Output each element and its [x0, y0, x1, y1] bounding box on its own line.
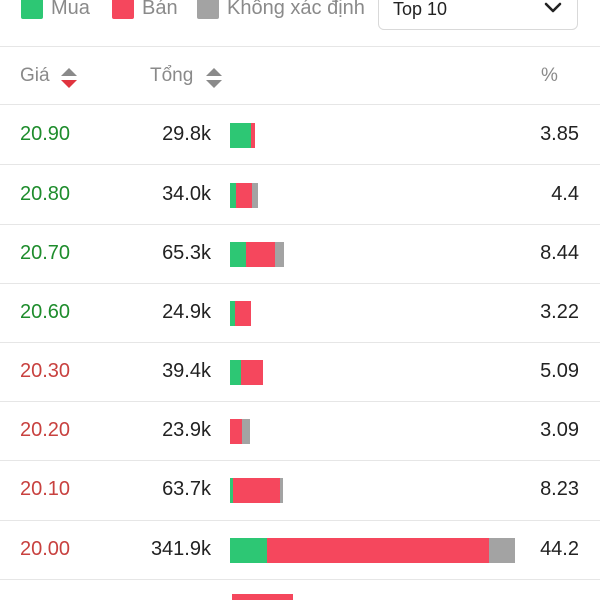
divider: [0, 579, 600, 580]
table-header: Giá Tổng %: [0, 47, 600, 104]
row-total: 29.8k: [162, 123, 211, 145]
top-filter-dropdown[interactable]: Top 10: [378, 0, 578, 30]
legend-sell-swatch: [112, 0, 134, 19]
legend-sell-label: Bán: [142, 0, 178, 19]
sort-icon: [61, 68, 77, 88]
sort-icon: [206, 68, 222, 88]
row-total: 65.3k: [162, 242, 211, 264]
row-price: 20.80: [20, 183, 71, 205]
bar-segment-unknown: [489, 538, 516, 563]
row-percent: 4.4: [551, 183, 579, 205]
row-price: 20.90: [20, 123, 71, 145]
row-percent: 8.44: [540, 242, 579, 264]
row-price: 20.00: [20, 538, 71, 560]
bar-segment-sell: [233, 478, 280, 503]
volume-bar: [230, 301, 251, 326]
row-percent: 3.22: [540, 301, 579, 323]
divider: [0, 460, 600, 461]
divider: [0, 46, 600, 47]
legend-buy: Mua: [21, 0, 90, 22]
legend-unknown-swatch: [197, 0, 219, 19]
table-row[interactable]: 20.20 23.9k 3.09: [0, 401, 600, 460]
row-total: 341.9k: [150, 538, 211, 560]
table-row[interactable]: 20.60 24.9k 3.22: [0, 283, 600, 342]
volume-bar: [230, 360, 263, 385]
bar-segment-buy: [230, 538, 268, 563]
bar-segment-unknown: [279, 478, 284, 503]
bar-segment-buy: [230, 242, 247, 267]
row-percent: 3.09: [540, 419, 579, 441]
legend-unknown: Không xác định: [197, 0, 365, 22]
bar-segment-sell: [240, 360, 263, 385]
bar-segment-buy: [230, 478, 234, 503]
row-percent: 44.2: [540, 538, 579, 560]
bar-segment-sell: [230, 419, 242, 444]
legend-bar: Mua Bán Không xác định Top 10: [0, 0, 600, 46]
bar-segment-unknown: [241, 419, 250, 444]
bar-segment-buy: [230, 360, 241, 385]
row-total: 24.9k: [162, 301, 211, 323]
divider: [0, 224, 600, 225]
divider: [0, 401, 600, 402]
volume-bar: [230, 123, 255, 148]
row-percent: 8.23: [540, 478, 579, 500]
bar-segment-sell: [251, 123, 255, 148]
bar-segment-sell: [267, 538, 490, 563]
divider: [0, 342, 600, 343]
header-total: Tổng: [150, 65, 194, 86]
row-price: 20.30: [20, 360, 71, 382]
volume-bar: [230, 242, 285, 267]
bar-segment-buy: [230, 123, 252, 148]
row-price: 20.20: [20, 419, 71, 441]
divider: [0, 283, 600, 284]
bar-segment-buy: [230, 301, 236, 326]
row-price: 20.10: [20, 478, 71, 500]
bar-segment-sell: [232, 594, 293, 600]
bar-segment-unknown: [274, 242, 285, 267]
chevron-down-icon: [544, 2, 562, 13]
volume-bar: [230, 478, 284, 503]
row-total: 39.4k: [162, 360, 211, 382]
row-total: 23.9k: [162, 419, 211, 441]
table-row[interactable]: 20.70 65.3k 8.44: [0, 224, 600, 283]
row-price: 20.70: [20, 242, 71, 264]
bar-segment-sell: [235, 301, 251, 326]
row-percent: 3.85: [540, 123, 579, 145]
bar-segment-sell: [236, 183, 253, 208]
table-row[interactable]: 20.80 34.0k 4.4: [0, 165, 600, 224]
bar-segment-sell: [246, 242, 275, 267]
volume-bar: [230, 419, 250, 444]
bar-segment-unknown: [252, 183, 259, 208]
header-price: Giá: [20, 65, 50, 86]
row-total: 63.7k: [162, 478, 211, 500]
volume-bar: [230, 538, 516, 563]
divider: [0, 104, 600, 105]
row-total: 34.0k: [162, 183, 211, 205]
volume-bar: [230, 183, 259, 208]
divider: [0, 164, 600, 165]
legend-buy-swatch: [21, 0, 43, 19]
legend-sell: Bán: [112, 0, 178, 22]
bar-segment-buy: [230, 183, 237, 208]
legend-buy-label: Mua: [51, 0, 90, 19]
row-percent: 5.09: [540, 360, 579, 382]
table-row[interactable]: 20.00 341.9k 44.2: [0, 520, 600, 579]
table-row[interactable]: 20.10 63.7k 8.23: [0, 460, 600, 519]
top-filter-value: Top 10: [393, 0, 448, 19]
table-row[interactable]: 20.30 39.4k 5.09: [0, 342, 600, 401]
row-price: 20.60: [20, 301, 71, 323]
table-row[interactable]: 20.90 29.8k 3.85: [0, 105, 600, 164]
divider: [0, 520, 600, 521]
header-percent: %: [541, 65, 558, 86]
legend-unknown-label: Không xác định: [227, 0, 365, 19]
volume-bar-partial: [232, 594, 293, 600]
